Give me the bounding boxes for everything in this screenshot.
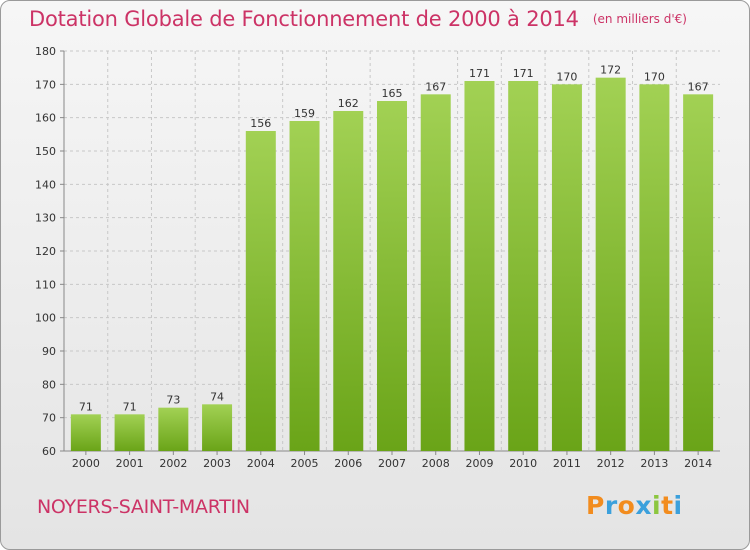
bar-2005 (289, 121, 320, 451)
logo-letter: t (661, 491, 674, 520)
x-tick-label: 2009 (465, 457, 493, 470)
data-label: 170 (556, 70, 577, 83)
x-tick-label: 2001 (116, 457, 144, 470)
logo-letter: i (673, 491, 683, 520)
data-label: 172 (600, 64, 621, 77)
y-tick-label: 130 (35, 212, 56, 225)
logo-letter: o (617, 491, 636, 520)
data-label: 167 (425, 80, 446, 93)
data-label: 74 (210, 390, 224, 403)
data-label: 171 (513, 67, 534, 80)
data-label: 162 (338, 97, 359, 110)
commune-name: NOYERS-SAINT-MARTIN (37, 496, 250, 518)
y-tick-label: 60 (42, 445, 56, 458)
data-label: 170 (644, 70, 665, 83)
y-tick-label: 110 (35, 278, 56, 291)
labels: 60 70 80 90 100 110 120 130 140 150 160 170 180 71 200… (35, 45, 712, 470)
data-label: 156 (250, 117, 271, 130)
x-tick-label: 2011 (553, 457, 581, 470)
y-tick-label: 150 (35, 145, 56, 158)
y-tick-label: 70 (42, 412, 56, 425)
bar-2002 (158, 407, 189, 451)
bar-2003 (202, 404, 233, 451)
x-tick-label: 2000 (72, 457, 100, 470)
title-block: Dotation Globale de Fonctionnement de 20… (29, 7, 687, 31)
bar-2001 (114, 414, 145, 451)
logo-letter: r (604, 491, 618, 520)
x-tick-label: 2012 (597, 457, 625, 470)
bar-2004 (245, 131, 276, 451)
data-label: 71 (123, 400, 137, 413)
x-tick-label: 2003 (203, 457, 231, 470)
x-tick-label: 2004 (247, 457, 275, 470)
bar-2013 (639, 84, 670, 451)
y-tick-label: 120 (35, 245, 56, 258)
data-label: 167 (688, 80, 709, 93)
data-label: 71 (79, 400, 93, 413)
x-tick-label: 2010 (509, 457, 537, 470)
y-tick-label: 160 (35, 112, 56, 125)
bar-2012 (595, 77, 626, 452)
x-tick-label: 2006 (334, 457, 362, 470)
y-tick-label: 140 (35, 178, 56, 191)
data-label: 159 (294, 107, 315, 120)
bar-2007 (377, 101, 407, 451)
x-tick-label: 2005 (291, 457, 319, 470)
y-tick-label: 90 (42, 345, 56, 358)
y-tick-label: 100 (35, 312, 56, 325)
logo-letter: P (586, 491, 605, 520)
logo-letter: i (652, 491, 662, 520)
bars (70, 77, 714, 452)
chart-unit-subtitle: (en milliers d'€) (592, 12, 687, 26)
y-tick-label: 80 (42, 378, 56, 391)
data-label: 73 (166, 394, 180, 407)
logo-letter: x (635, 491, 652, 520)
bar-2010 (508, 81, 539, 451)
x-tick-label: 2007 (378, 457, 406, 470)
bar-2011 (551, 84, 582, 451)
bar-2014 (683, 94, 714, 451)
bar-2006 (333, 111, 364, 451)
x-tick-label: 2008 (422, 457, 450, 470)
proxiti-logo[interactable]: Proxiti (586, 491, 683, 520)
x-tick-label: 2002 (159, 457, 187, 470)
x-tick-label: 2014 (684, 457, 712, 470)
data-label: 171 (469, 67, 490, 80)
bar-2000 (70, 414, 101, 451)
y-tick-label: 180 (35, 45, 56, 58)
chart-title: Dotation Globale de Fonctionnement de 20… (29, 7, 579, 31)
bar-2009 (464, 81, 495, 451)
data-label: 165 (382, 87, 403, 100)
bar-2008 (420, 94, 451, 451)
y-tick-label: 170 (35, 78, 56, 91)
x-tick-label: 2013 (640, 457, 668, 470)
